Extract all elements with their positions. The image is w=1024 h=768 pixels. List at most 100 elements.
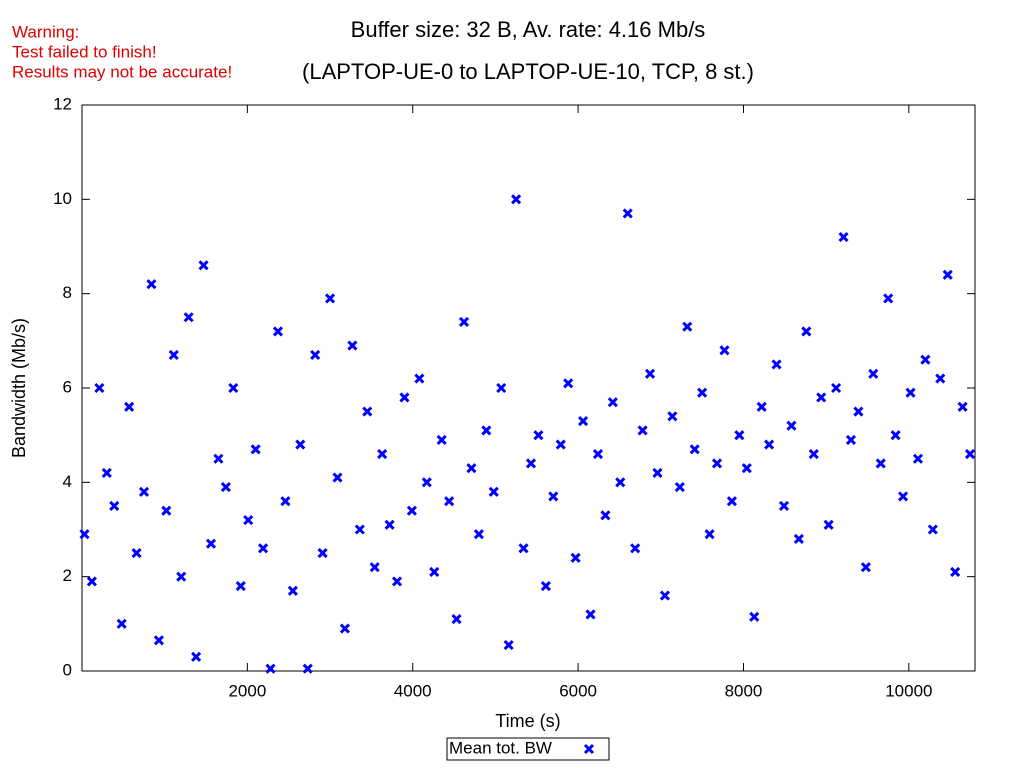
data-point [496, 382, 507, 394]
data-point [116, 618, 127, 629]
data-point [109, 500, 120, 511]
data-point [845, 434, 857, 445]
data-point [444, 496, 455, 507]
data-point [898, 491, 909, 502]
data-point [324, 293, 336, 304]
data-point [585, 609, 596, 620]
data-point [630, 543, 641, 554]
data-point [138, 486, 150, 497]
data-point [414, 373, 425, 384]
data-point [310, 349, 321, 361]
data-point [243, 515, 254, 526]
data-point [726, 496, 737, 507]
data-point [600, 510, 611, 521]
data-point [890, 430, 901, 441]
data-point [511, 194, 522, 205]
data-point [674, 481, 685, 493]
data-point [250, 444, 261, 455]
data-point [801, 326, 812, 337]
data-point [220, 481, 231, 493]
data-point [875, 458, 886, 469]
x-tick-label: 10000 [885, 681, 932, 700]
data-point [168, 349, 179, 361]
data-point [570, 552, 581, 563]
data-point [384, 519, 395, 530]
data-point [79, 529, 90, 540]
data-point [399, 392, 410, 403]
y-tick-label: 6 [63, 377, 72, 396]
data-point [607, 397, 618, 408]
data-point [101, 467, 112, 478]
data-point [764, 439, 775, 450]
legend-box [446, 737, 610, 761]
data-point [369, 562, 380, 573]
data-point [786, 420, 797, 431]
data-point [488, 486, 499, 497]
legend-marker [583, 743, 595, 755]
data-point [280, 496, 291, 507]
data-point [644, 368, 656, 379]
data-point [622, 208, 633, 219]
data-point [451, 614, 462, 625]
data-point [265, 663, 276, 674]
data-point [503, 639, 514, 651]
data-point [198, 260, 209, 271]
data-point [711, 458, 723, 469]
data-point [719, 345, 730, 356]
y-axis-label: Bandwidth (Mb/s) [9, 318, 29, 458]
data-point [667, 411, 678, 422]
data-point [473, 529, 484, 540]
data-point [927, 524, 938, 535]
data-point [637, 425, 648, 436]
data-point [823, 519, 834, 530]
data-point [615, 477, 626, 488]
x-tick-label: 8000 [725, 681, 763, 700]
data-point [808, 448, 819, 460]
data-point [272, 326, 284, 337]
y-tick-label: 8 [63, 283, 72, 302]
data-point [466, 463, 477, 474]
data-point [771, 359, 782, 370]
data-point [317, 548, 328, 559]
data-point [339, 623, 350, 634]
data-point [362, 406, 373, 417]
data-point [689, 444, 700, 455]
data-point [347, 340, 358, 351]
data-point [391, 576, 403, 587]
data-point [756, 401, 767, 412]
data-point [853, 406, 864, 417]
data-point [563, 378, 574, 389]
data-point [205, 538, 217, 549]
data-point [287, 585, 298, 596]
data-point [131, 548, 142, 559]
data-point [883, 293, 894, 304]
x-tick-label: 2000 [228, 681, 266, 700]
data-point [778, 500, 790, 511]
data-point [518, 543, 529, 554]
warning: Results may not be accurate! [12, 62, 232, 81]
x-tick-label: 4000 [394, 681, 432, 700]
y-tick-label: 0 [63, 660, 72, 679]
data-point [436, 434, 447, 445]
data-point [213, 453, 224, 464]
x-axis-label: Time (s) [495, 711, 560, 731]
y-tick-label: 4 [63, 472, 72, 491]
data-point [950, 566, 961, 578]
data-point [964, 448, 976, 460]
data-point [935, 373, 946, 384]
data-point [406, 505, 417, 516]
data-point [191, 651, 202, 662]
data-point [793, 533, 804, 544]
chart-subtitle: (LAPTOP-UE-0 to LAPTOP-UE-10, TCP, 8 st.… [302, 59, 754, 84]
data-point [957, 401, 968, 412]
data-point [377, 448, 388, 460]
data-point [161, 505, 172, 516]
data-point [533, 430, 544, 441]
data-point [555, 439, 566, 450]
data-point [183, 312, 194, 323]
data-point [94, 382, 105, 394]
data-point [548, 491, 559, 502]
y-tick-label: 10 [53, 189, 72, 208]
